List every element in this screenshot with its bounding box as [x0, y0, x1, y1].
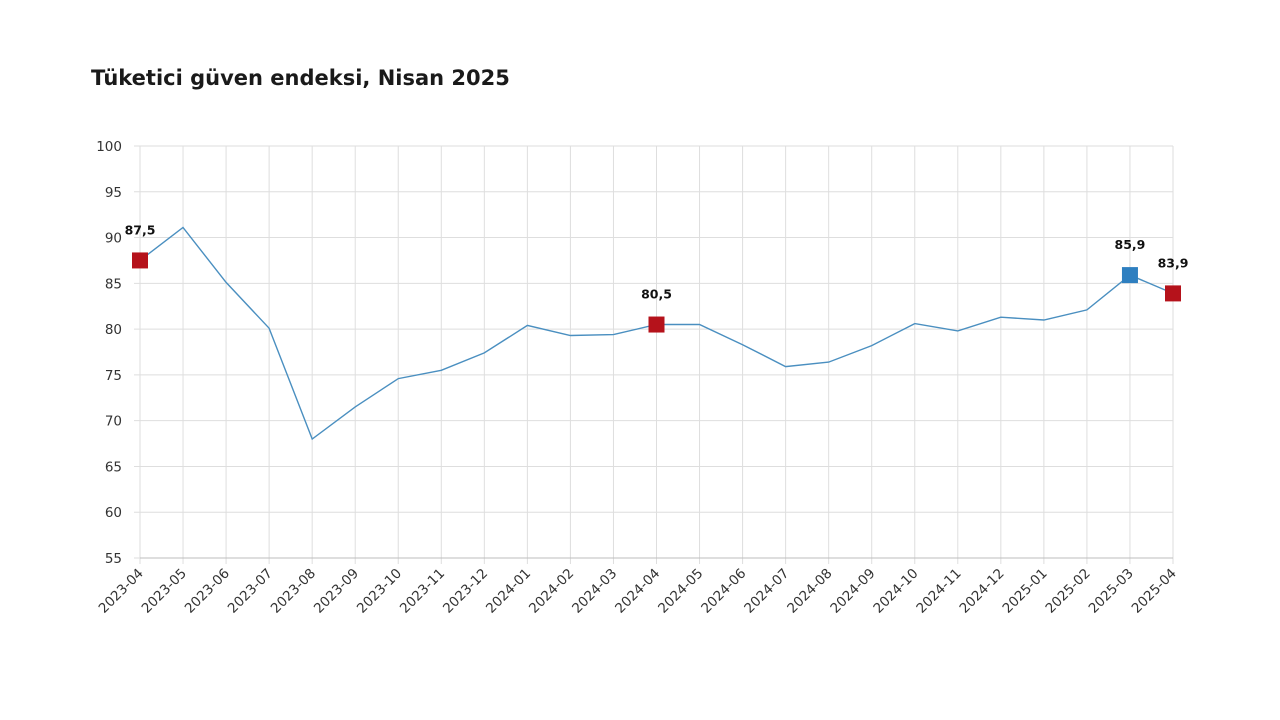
x-tick-label: 2023-05 [139, 566, 190, 617]
x-tick-label: 2024-02 [526, 566, 577, 617]
x-tick-label: 2024-04 [612, 566, 663, 617]
x-tick-label: 2023-06 [182, 566, 233, 617]
y-tick-label: 70 [105, 414, 122, 430]
chart-title: Tüketici güven endeksi, Nisan 2025 [91, 66, 510, 90]
y-tick-label: 60 [105, 505, 122, 521]
x-tick-label: 2023-08 [268, 566, 319, 617]
data-labels: 87,5 80,5 85,9 83,9 [125, 222, 1189, 301]
data-label: 85,9 [1115, 237, 1146, 252]
data-label: 87,5 [125, 222, 156, 237]
y-tick-label: 65 [105, 459, 122, 475]
x-tick-label: 2024-10 [870, 566, 921, 617]
y-tick-label: 75 [105, 368, 122, 384]
x-tick-label: 2024-08 [784, 566, 835, 617]
data-label: 80,5 [641, 287, 672, 302]
x-tick-label: 2023-12 [440, 566, 491, 617]
data-marker [648, 316, 665, 333]
data-marker [1121, 267, 1138, 284]
y-tick-label: 85 [105, 276, 122, 292]
x-tick-label: 2024-06 [698, 566, 749, 617]
x-tick-label: 2025-03 [1086, 566, 1137, 617]
x-tick-label: 2023-04 [96, 566, 147, 617]
x-tick-label: 2023-11 [397, 566, 448, 617]
x-tick-label: 2024-12 [956, 566, 1007, 617]
x-tick-label: 2023-09 [311, 566, 362, 617]
grid-lines [134, 145, 1174, 564]
x-tick-label: 2024-11 [913, 566, 964, 617]
x-tick-label: 2024-09 [827, 566, 878, 617]
x-tick-label: 2025-01 [1000, 566, 1051, 617]
y-tick-label: 55 [105, 551, 122, 567]
x-tick-label: 2023-10 [354, 566, 405, 617]
data-marker [132, 252, 148, 269]
data-marker [1165, 285, 1181, 302]
x-tick-label: 2024-03 [569, 566, 620, 617]
x-tick-label: 2023-07 [225, 566, 276, 617]
highlight-markers [132, 252, 1181, 333]
x-tick-label: 2025-04 [1129, 566, 1180, 617]
y-tick-label: 80 [105, 322, 122, 338]
x-tick-label: 2025-02 [1043, 566, 1094, 617]
y-tick-label: 90 [105, 231, 122, 247]
x-tick-label: 2024-05 [655, 566, 706, 617]
x-tick-label: 2024-07 [741, 566, 792, 617]
x-tick-label: 2024-01 [483, 566, 534, 617]
axes: 5560657075808590951002023-042023-052023-… [96, 139, 1180, 617]
y-tick-label: 95 [105, 185, 122, 201]
data-label: 83,9 [1158, 255, 1189, 270]
y-tick-label: 100 [96, 139, 122, 155]
